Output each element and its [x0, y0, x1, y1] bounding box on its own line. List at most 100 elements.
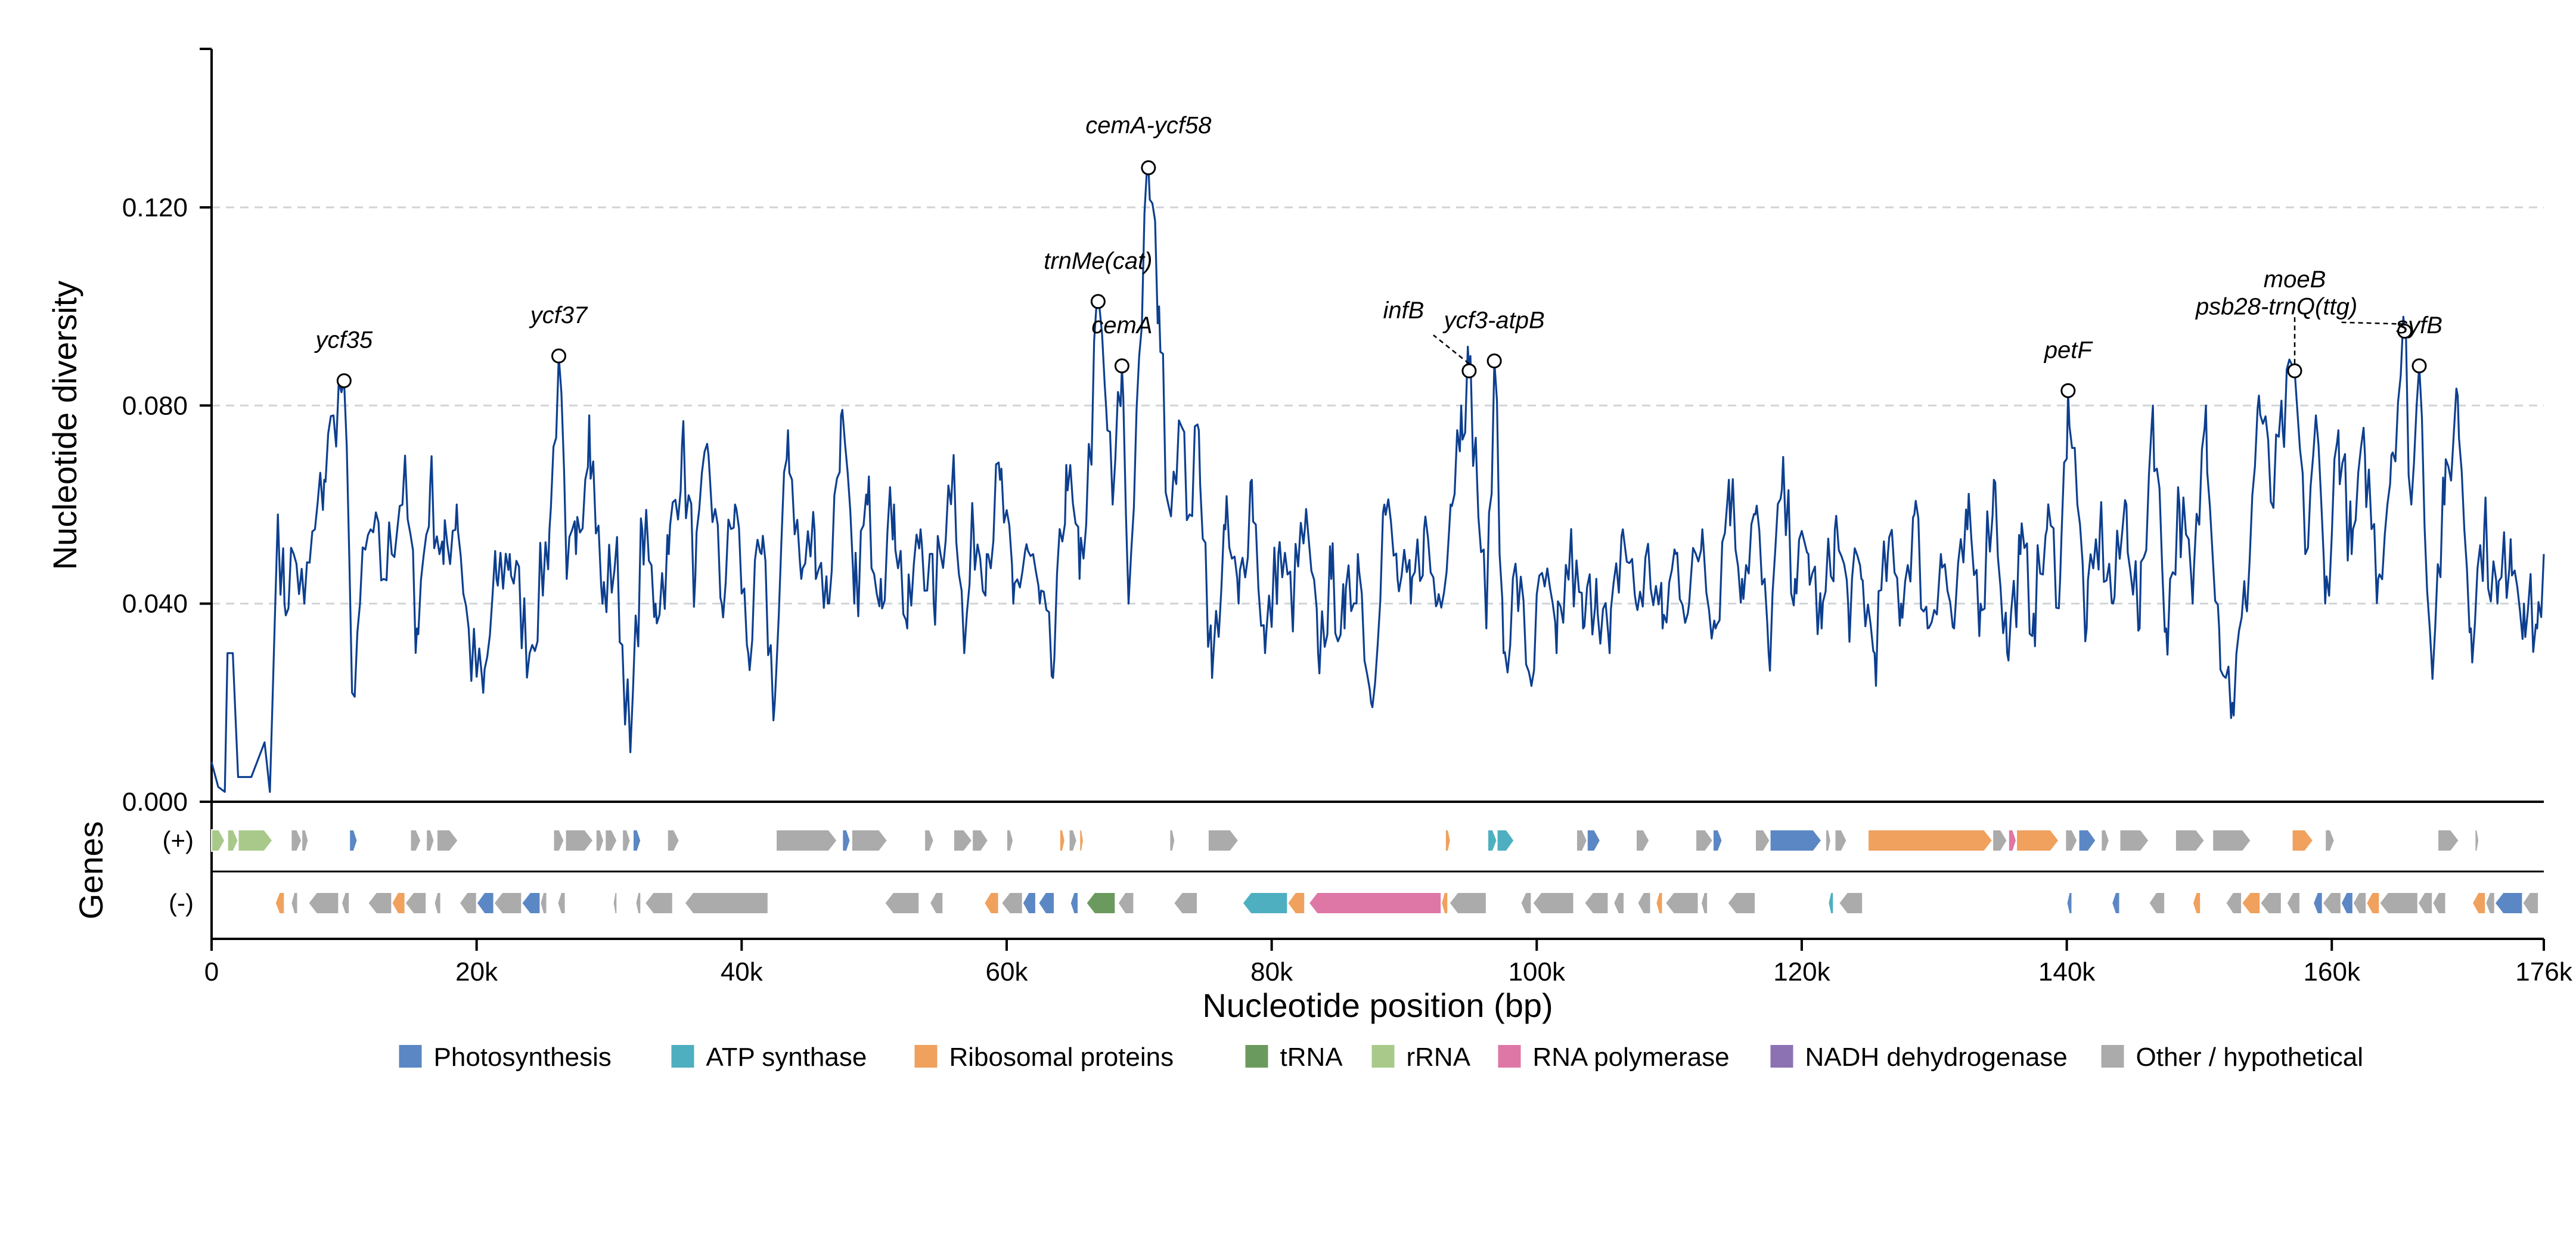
y-tick-label: 0.040	[122, 590, 188, 619]
legend-swatch-rnap	[1498, 1045, 1521, 1068]
peak-marker	[1114, 358, 1129, 374]
gene-arrow-minus	[1700, 892, 1709, 914]
gene-arrow-minus	[644, 892, 674, 914]
gene-arrow-minus	[2225, 892, 2243, 914]
gene-arrow-plus	[2174, 829, 2206, 852]
gene-arrow-plus	[301, 829, 309, 852]
gene-arrow-plus	[1635, 829, 1650, 852]
gene-arrow-minus	[1613, 892, 1625, 914]
peak-label: infB	[1383, 297, 1424, 324]
gene-arrow-minus	[1000, 892, 1023, 914]
gene-arrow-plus	[1059, 829, 1066, 852]
gene-arrow-minus	[1727, 892, 1756, 914]
gene-arrow-plus	[409, 829, 422, 852]
gene-arrow-minus	[493, 892, 523, 914]
y-axis-title: Nucleotide diversity	[46, 281, 83, 570]
gene-arrow-minus	[2313, 892, 2323, 914]
peak-label: petF	[2044, 337, 2094, 363]
gene-arrow-plus	[226, 829, 239, 852]
gene-arrow-plus	[1006, 829, 1014, 852]
gene-arrow-minus	[2240, 892, 2261, 914]
peak-marker	[1486, 353, 1502, 368]
gene-arrow-minus	[1038, 892, 1055, 914]
x-tick-label: 100k	[1509, 957, 1566, 987]
peak-marker	[2060, 383, 2076, 398]
gene-arrow-minus	[557, 892, 566, 914]
gene-arrow-minus	[290, 892, 299, 914]
peak-label: ycf3-atpB	[1442, 307, 1545, 333]
legend-swatch-nadh	[1770, 1045, 1793, 1068]
y-tick-label: 0.000	[122, 787, 188, 817]
gene-arrow-plus	[1769, 829, 1823, 852]
gridlines	[212, 206, 2544, 605]
peak-annotations: ycf35 ycf37 trnMe(cat) cemA cemA-ycf58 infB yc…	[314, 112, 2442, 398]
peak-label: ycf35	[314, 327, 373, 353]
gene-arrow-minus	[2259, 892, 2282, 914]
x-tick-label: 80k	[1250, 957, 1293, 987]
gene-arrow-minus	[1022, 892, 1036, 914]
gene-arrow-plus	[349, 829, 358, 852]
gene-arrow-plus	[2065, 829, 2078, 852]
peak-marker	[336, 373, 352, 389]
x-tick-label: 20k	[455, 957, 498, 987]
gene-arrow-minus	[1520, 892, 1532, 914]
gene-arrow-minus	[2352, 892, 2367, 914]
gene-arrow-plus	[2007, 829, 2018, 852]
gene-arrow-minus	[884, 892, 920, 914]
legend-swatch-photo	[399, 1045, 422, 1068]
x-tick-label: 160k	[2304, 957, 2361, 987]
legend-label-photo: Photosynthesis	[434, 1043, 612, 1072]
legend-label-nadh: NADH dehydrogenase	[1805, 1043, 2068, 1072]
gene-arrow-minus	[308, 892, 340, 914]
gene-arrow-plus	[1169, 829, 1176, 852]
gene-arrow-plus	[1834, 829, 1848, 852]
gene-arrow-minus	[684, 892, 769, 914]
gene-arrow-plus	[851, 829, 889, 852]
gene-arrow-plus	[1487, 829, 1498, 852]
gene-arrow-minus	[1827, 892, 1835, 914]
diversity-line-layer	[210, 165, 2545, 793]
gene-arrow-minus	[1838, 892, 1864, 914]
gene-arrow-minus	[1441, 892, 1449, 914]
legend-swatch-atp	[671, 1045, 694, 1068]
gene-arrow-minus	[476, 892, 495, 914]
legend-label-ribo: Ribosomal proteins	[949, 1043, 1174, 1072]
gene-arrow-plus	[972, 829, 989, 852]
gene-arrow-minus	[2417, 892, 2434, 914]
gene-track: Genes (+) (-)	[72, 802, 2544, 939]
gene-arrow-minus	[521, 892, 541, 914]
peak-label: moeB	[2264, 266, 2326, 293]
gene-arrow-minus	[2340, 892, 2354, 914]
legend-label-rnap: RNA polymerase	[1533, 1043, 1730, 1072]
gene-arrow-minus	[983, 892, 1000, 914]
gene-arrow-plus	[666, 829, 680, 852]
peak-label: cemA	[1091, 312, 1152, 339]
legend-swatch-trna	[1245, 1045, 1268, 1068]
gene-arrow-minus	[2522, 892, 2540, 914]
gene-arrow-plus	[924, 829, 935, 852]
gene-arrow-plus	[1867, 829, 1994, 852]
x-tick-label: 40k	[721, 957, 764, 987]
peak-marker	[2397, 324, 2413, 339]
gene-arrow-minus	[1242, 892, 1289, 914]
gene-arrow-minus	[2494, 892, 2524, 914]
peak-label: cemA-ycf58	[1085, 112, 1212, 138]
gene-arrow-plus	[436, 829, 459, 852]
gene-arrow-plus	[595, 829, 605, 852]
gene-arrow-minus	[2321, 892, 2342, 914]
gene-arrow-plus	[1496, 829, 1515, 852]
legend-swatch-other	[2101, 1045, 2124, 1068]
gene-arrow-minus	[1117, 892, 1135, 914]
gene-arrow-minus	[1655, 892, 1663, 914]
gene-arrow-minus	[635, 892, 642, 914]
x-tick-label: 176k	[2515, 957, 2572, 987]
gene-arrow-plus	[1825, 829, 1832, 852]
peak-marker	[551, 348, 567, 364]
gene-arrow-plus	[622, 829, 631, 852]
gene-arrow-minus	[2192, 892, 2202, 914]
diversity-series-line	[210, 165, 2545, 793]
gene-arrow-plus	[2324, 829, 2335, 852]
peak-marker	[2411, 358, 2427, 374]
gene-arrow-plus	[1079, 829, 1084, 852]
